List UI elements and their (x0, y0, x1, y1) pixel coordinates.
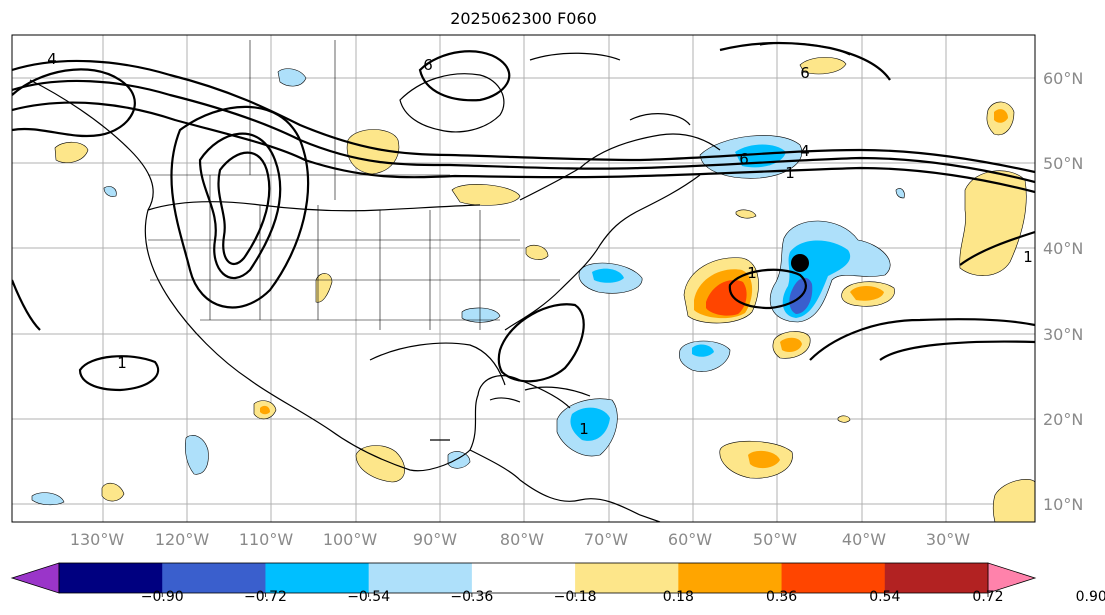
lon-label: 80°W (500, 530, 544, 549)
colorbar-segment (884, 563, 989, 593)
colorbar-segment (265, 563, 370, 593)
colorbar-segment (781, 563, 886, 593)
colorbar-tick-label: 0.72 (972, 589, 1003, 605)
lon-label: 70°W (584, 530, 628, 549)
lon-label: 50°W (753, 530, 797, 549)
contour-lines (12, 41, 1035, 392)
colorbar-extend-low (10, 562, 60, 594)
colorbar-tick-label: 0.36 (766, 589, 797, 605)
colorbar-tick-label: 0.54 (869, 589, 900, 605)
lat-tick-labels: 60°N 50°N 40°N 30°N 20°N 10°N (1043, 69, 1083, 514)
colorbar-segment (368, 563, 473, 593)
colorbar-segment (575, 563, 679, 593)
gridlines (12, 35, 1035, 522)
colorbar-segment (678, 563, 783, 593)
colorbar-segment (59, 563, 163, 593)
lat-label: 10°N (1043, 495, 1083, 514)
lat-label: 30°N (1043, 325, 1083, 344)
colorbar-tick-label: 0.90 (1076, 589, 1105, 605)
storm-center-marker (791, 254, 809, 272)
colorbar-tick-label: −0.18 (554, 589, 597, 605)
colorbar-tick-label: 0.18 (663, 589, 694, 605)
colorbar-tick-label: −0.54 (347, 589, 390, 605)
state-borders (148, 40, 560, 330)
lat-label: 50°N (1043, 154, 1083, 173)
lon-label: 30°W (926, 530, 970, 549)
lon-label: 130°W (70, 530, 125, 549)
contour-label: 1 (1023, 248, 1033, 266)
contour-label: 1 (785, 164, 795, 182)
colorbar-tick-label: −0.36 (450, 589, 493, 605)
contour-label: 1 (579, 420, 589, 438)
lat-label: 60°N (1043, 69, 1083, 88)
colorbar-segment (471, 563, 576, 593)
lat-label: 20°N (1043, 410, 1083, 429)
lon-tick-labels: 130°W 120°W 110°W 100°W 90°W 80°W 70°W 6… (70, 530, 970, 549)
contour-label: 6 (800, 64, 810, 82)
contour-label: 1 (117, 354, 127, 372)
contour-label: 1 (747, 264, 757, 282)
colorbar-tick-label: −0.90 (141, 589, 184, 605)
lon-label: 100°W (323, 530, 378, 549)
colorbar-frame (58, 562, 989, 594)
contour-labels: 4 6 6 4 1 1 1 1 6 1 (47, 50, 1033, 438)
coastlines (29, 42, 851, 522)
contour-label: 6 (739, 150, 749, 168)
contour-label: 4 (800, 142, 810, 160)
lon-label: 110°W (239, 530, 294, 549)
map-title: 2025062300 F060 (450, 9, 597, 28)
colorbar: −0.90 −0.72 −0.54 −0.36 −0.18 0.18 0.36 0.54 0.7… (10, 562, 1105, 605)
lon-label: 40°W (842, 530, 886, 549)
lat-label: 40°N (1043, 239, 1083, 258)
lon-label: 90°W (413, 530, 457, 549)
contour-label: 6 (423, 56, 433, 74)
lon-label: 120°W (155, 530, 210, 549)
lon-label: 60°W (668, 530, 712, 549)
map-frame (11, 34, 1036, 523)
colorbar-tick-label: −0.72 (244, 589, 287, 605)
colorbar-segment (162, 563, 266, 593)
contour-label: 4 (47, 50, 57, 68)
